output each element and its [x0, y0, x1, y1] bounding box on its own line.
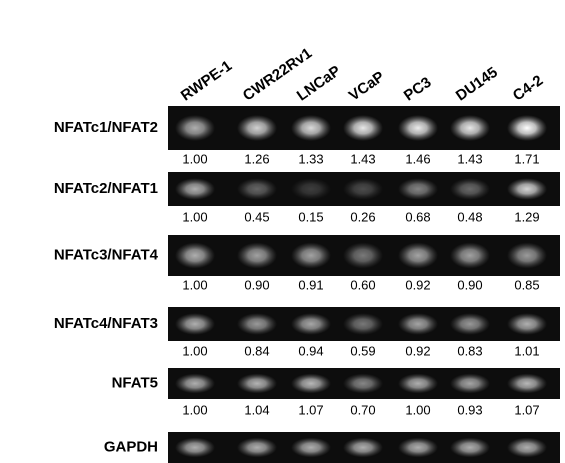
- ratio-value: 1.00: [182, 209, 207, 224]
- ratio-value: 1.01: [514, 343, 539, 358]
- ratio-value: 0.45: [244, 209, 269, 224]
- band: [291, 243, 331, 269]
- gene-label: NFATc4/NFAT3: [54, 315, 158, 332]
- band: [398, 313, 438, 335]
- band: [450, 115, 490, 141]
- lane-label: RWPE-1: [178, 57, 235, 104]
- ratio-value: 1.00: [182, 343, 207, 358]
- band: [175, 438, 215, 458]
- ratio-value: 1.00: [405, 402, 430, 417]
- band: [398, 178, 438, 200]
- band: [507, 374, 547, 394]
- ratio-value: 1.04: [244, 402, 269, 417]
- band: [343, 115, 383, 141]
- page: RWPE-1CWR22Rv1LNCaPVCaPPC3DU145C4-2NFATc…: [0, 0, 565, 463]
- ratio-value: 0.68: [405, 209, 430, 224]
- gene-label: NFATc3/NFAT4: [54, 246, 159, 263]
- band: [291, 438, 331, 458]
- ratio-value: 0.59: [350, 343, 375, 358]
- band: [343, 313, 383, 335]
- band: [237, 313, 277, 335]
- band: [398, 243, 438, 269]
- ratio-value: 0.94: [298, 343, 323, 358]
- band: [507, 313, 547, 335]
- ratio-value: 0.91: [298, 277, 323, 292]
- band: [175, 313, 215, 335]
- band: [398, 438, 438, 458]
- band: [237, 438, 277, 458]
- band: [343, 178, 383, 200]
- ratio-value: 1.00: [182, 277, 207, 292]
- band: [450, 243, 490, 269]
- ratio-value: 1.46: [405, 151, 430, 166]
- lane-label: VCaP: [346, 68, 388, 104]
- ratio-value: 1.26: [244, 151, 269, 166]
- lane-label: DU145: [453, 64, 501, 105]
- band: [291, 313, 331, 335]
- band: [343, 438, 383, 458]
- band: [343, 243, 383, 269]
- band: [507, 438, 547, 458]
- ratio-value: 1.33: [298, 151, 323, 166]
- ratio-value: 0.93: [457, 402, 482, 417]
- ratio-value: 0.90: [457, 277, 482, 292]
- ratio-value: 1.43: [350, 151, 375, 166]
- band: [450, 374, 490, 394]
- ratio-value: 1.43: [457, 151, 482, 166]
- gene-label: NFATc2/NFAT1: [54, 180, 158, 197]
- ratio-value: 1.07: [298, 402, 323, 417]
- gene-label: NFAT5: [112, 374, 158, 391]
- ratio-value: 0.26: [350, 209, 375, 224]
- band: [507, 178, 547, 200]
- ratio-value: 0.70: [350, 402, 375, 417]
- ratio-value: 1.00: [182, 151, 207, 166]
- band: [237, 374, 277, 394]
- band: [450, 313, 490, 335]
- band: [291, 115, 331, 141]
- ratio-value: 0.83: [457, 343, 482, 358]
- band: [450, 178, 490, 200]
- ratio-value: 1.07: [514, 402, 539, 417]
- band: [291, 178, 331, 200]
- ratio-value: 0.92: [405, 343, 430, 358]
- band: [175, 374, 215, 394]
- band: [398, 374, 438, 394]
- band: [175, 178, 215, 200]
- band: [237, 178, 277, 200]
- ratio-value: 0.90: [244, 277, 269, 292]
- band: [450, 438, 490, 458]
- band: [291, 374, 331, 394]
- lane-label: PC3: [401, 74, 435, 105]
- ratio-value: 1.00: [182, 402, 207, 417]
- ratio-value: 1.29: [514, 209, 539, 224]
- ratio-value: 0.48: [457, 209, 482, 224]
- ratio-value: 0.84: [244, 343, 269, 358]
- band: [175, 243, 215, 269]
- ratio-value: 0.15: [298, 209, 323, 224]
- gene-label: GAPDH: [104, 438, 158, 455]
- band: [175, 115, 215, 141]
- band: [343, 374, 383, 394]
- ratio-value: 0.85: [514, 277, 539, 292]
- band: [507, 243, 547, 269]
- band: [237, 243, 277, 269]
- gene-label: NFATc1/NFAT2: [54, 119, 158, 136]
- lane-label: C4-2: [510, 72, 546, 105]
- ratio-value: 0.60: [350, 277, 375, 292]
- lane-label: LNCaP: [294, 62, 344, 104]
- ratio-value: 1.71: [514, 151, 539, 166]
- ratio-value: 0.92: [405, 277, 430, 292]
- band: [237, 115, 277, 141]
- band: [507, 115, 547, 141]
- gel-figure: RWPE-1CWR22Rv1LNCaPVCaPPC3DU145C4-2NFATc…: [0, 0, 565, 463]
- band: [398, 115, 438, 141]
